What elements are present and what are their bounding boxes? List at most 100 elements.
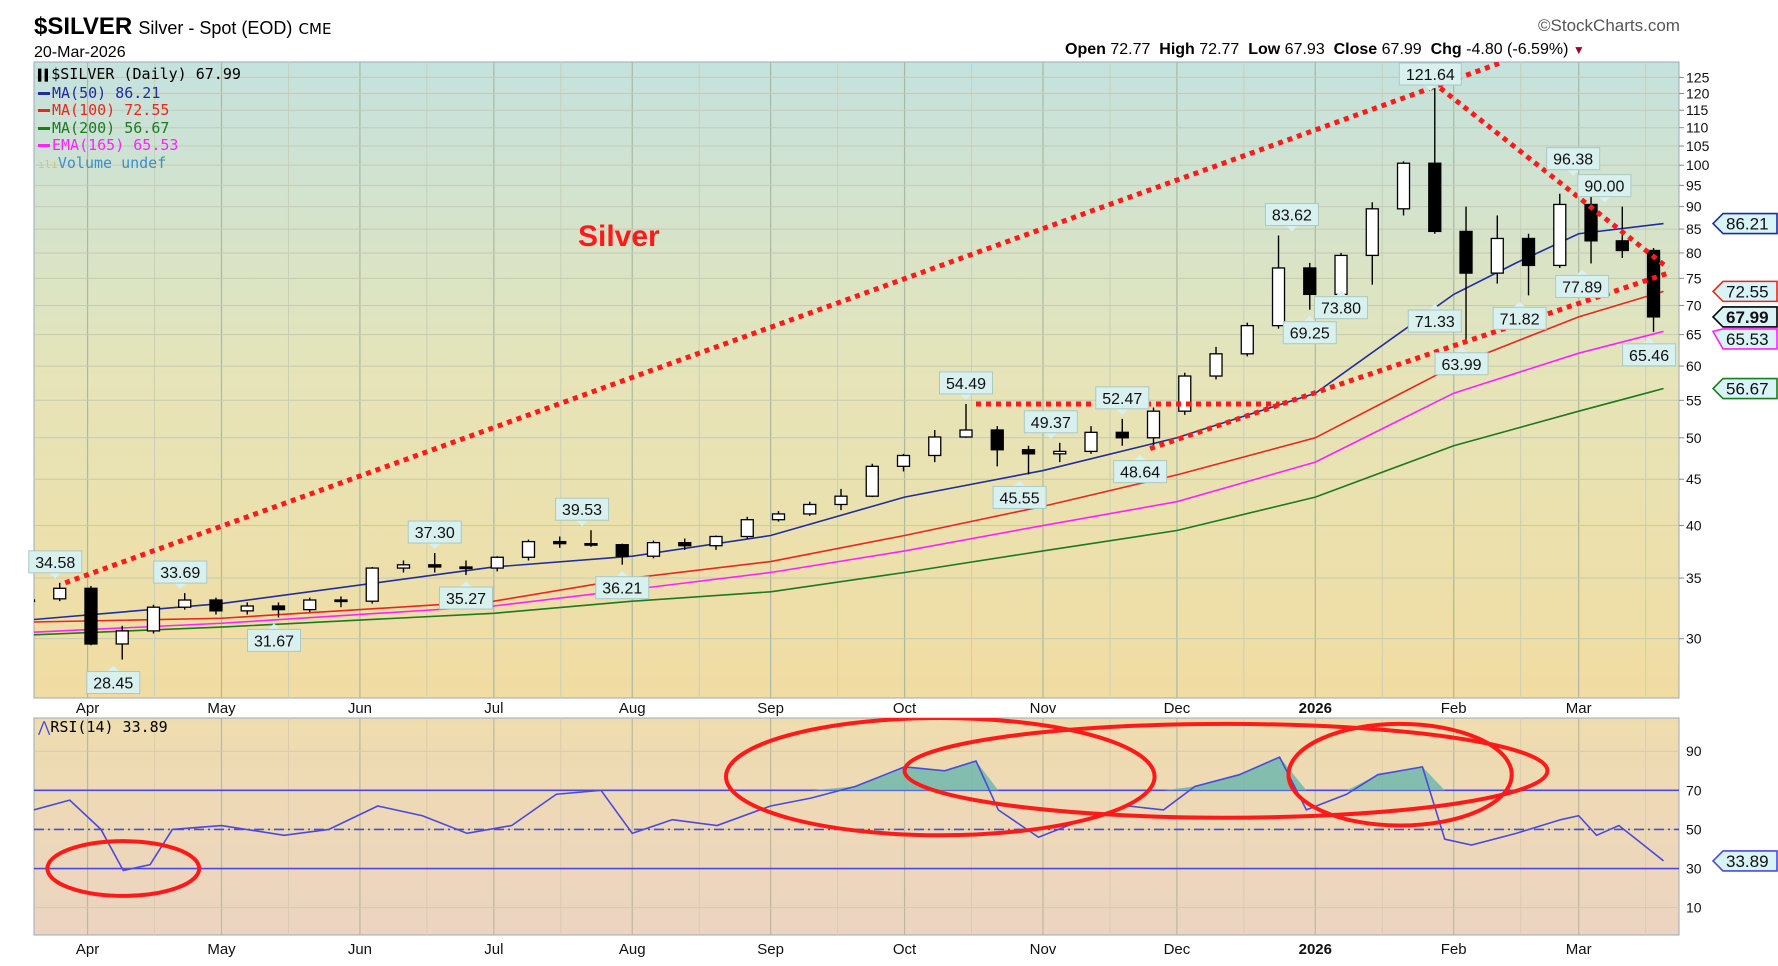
- candle: [428, 553, 442, 573]
- candle: [740, 516, 754, 539]
- candle: [678, 538, 692, 550]
- candle: [1303, 262, 1317, 310]
- line-swatch-icon: [38, 91, 50, 95]
- candle-body: [1303, 267, 1317, 296]
- label-text: 54.49: [946, 376, 986, 393]
- rsi-panel: [33, 717, 1680, 936]
- label-box: [86, 671, 141, 695]
- label-pointer: [1303, 315, 1316, 322]
- label-box: [1113, 460, 1168, 484]
- candle-body: [209, 599, 223, 612]
- stockcharts-brand: ©StockCharts.com: [1538, 16, 1680, 35]
- candle-body: [771, 513, 786, 521]
- candle-body: [334, 599, 348, 603]
- candle: [303, 597, 317, 613]
- candle: [1490, 215, 1504, 284]
- label-pointer: [960, 393, 973, 400]
- candle-body: [678, 541, 692, 547]
- x-tick-label: May: [207, 941, 236, 958]
- candle-body: [115, 630, 129, 645]
- candle-body: [459, 566, 473, 570]
- rsi-tick-label: 90: [1686, 743, 1702, 759]
- label-text: 63.99: [1442, 357, 1482, 374]
- candle: [209, 597, 223, 615]
- rsi-icon: ⋀: [38, 718, 51, 736]
- tag-text: 67.99: [1726, 308, 1769, 327]
- label-pointer: [428, 543, 441, 550]
- rsi-value-tag: 33.89: [1711, 850, 1778, 872]
- y-tick-label: 120: [1686, 85, 1710, 101]
- label-text: 69.25: [1290, 326, 1330, 343]
- trendline-annotation: [64, 62, 1504, 586]
- price-point-label: 49.37: [1023, 410, 1078, 439]
- price-point-label: 73.80: [1314, 290, 1369, 320]
- value-tag-ema165: 65.53: [1711, 328, 1778, 350]
- candle: [1271, 235, 1286, 329]
- price-point-label: 28.45: [86, 665, 141, 695]
- volume-bars-icon: ılı: [38, 157, 58, 171]
- down-triangle-icon: ▼: [1572, 43, 1585, 57]
- exchange: CME: [298, 20, 332, 38]
- label-text: 39.53: [562, 502, 602, 519]
- price-point-label: 90.00: [1577, 174, 1632, 203]
- x-tick-label: Feb: [1441, 700, 1467, 717]
- candle: [53, 582, 67, 602]
- candle: [1646, 248, 1661, 332]
- label-box: [1622, 343, 1677, 367]
- candle-body: [803, 503, 817, 515]
- x-tick-label: 2026: [1299, 941, 1332, 958]
- candle: [34, 599, 36, 603]
- label-box: [153, 560, 208, 584]
- legend-ma100-label: MA(100) 72.55: [52, 101, 170, 119]
- label-pointer: [1598, 196, 1611, 203]
- y-tick-label: 75: [1686, 270, 1702, 286]
- candle: [1115, 418, 1129, 446]
- x-tick-label: Mar: [1566, 941, 1592, 958]
- label-box: [1434, 352, 1489, 376]
- x-tick-label: Jul: [484, 941, 503, 958]
- legend-ema165: EMA(165) 65.53: [38, 136, 241, 155]
- rsi-tick-label: 70: [1686, 782, 1702, 798]
- label-pointer: [1567, 169, 1580, 176]
- tag-text: 56.67: [1726, 380, 1769, 399]
- low-value: 67.93: [1284, 41, 1325, 58]
- label-pointer: [107, 665, 120, 672]
- candle-body: [896, 454, 911, 467]
- tag-box: [1711, 377, 1778, 400]
- candle: [1428, 88, 1442, 234]
- candle: [896, 453, 911, 472]
- legend-price: ▌▌$SILVER (Daily) 67.99: [38, 65, 241, 85]
- tag-box: [1711, 328, 1778, 350]
- price-point-label: 77.89: [1555, 269, 1610, 298]
- candle-body: [396, 564, 411, 569]
- x-tick-label: Apr: [76, 941, 99, 958]
- candle-body: [1334, 254, 1348, 296]
- y-tick-label: 90: [1686, 199, 1702, 215]
- open-label: Open: [1065, 41, 1106, 58]
- candle: [459, 560, 473, 576]
- chart-date: 20-Mar-2026: [34, 44, 126, 61]
- candle-body: [1396, 162, 1411, 210]
- candle: [990, 426, 1004, 467]
- legend-price-label: $SILVER (Daily) 67.99: [51, 65, 241, 83]
- y-tick-label: 65: [1686, 327, 1702, 343]
- candle: [146, 604, 161, 634]
- label-box: [1023, 410, 1078, 434]
- label-box: [1407, 309, 1462, 333]
- candle-body: [646, 541, 661, 557]
- label-pointer: [1116, 408, 1129, 415]
- price-point-label: 52.47: [1095, 386, 1150, 415]
- legend-ma50: MA(50) 86.21: [38, 84, 241, 103]
- y-tick-label: 95: [1686, 177, 1702, 193]
- candle-body: [990, 429, 1004, 451]
- label-box: [1314, 296, 1369, 320]
- y-tick-label: 30: [1686, 631, 1702, 647]
- candle-body: [178, 599, 192, 608]
- line-swatch-icon: [38, 126, 50, 130]
- label-box: [28, 550, 83, 574]
- candle: [490, 556, 504, 572]
- candle: [365, 566, 379, 604]
- candle: [1396, 161, 1411, 216]
- candle-body: [1115, 431, 1129, 439]
